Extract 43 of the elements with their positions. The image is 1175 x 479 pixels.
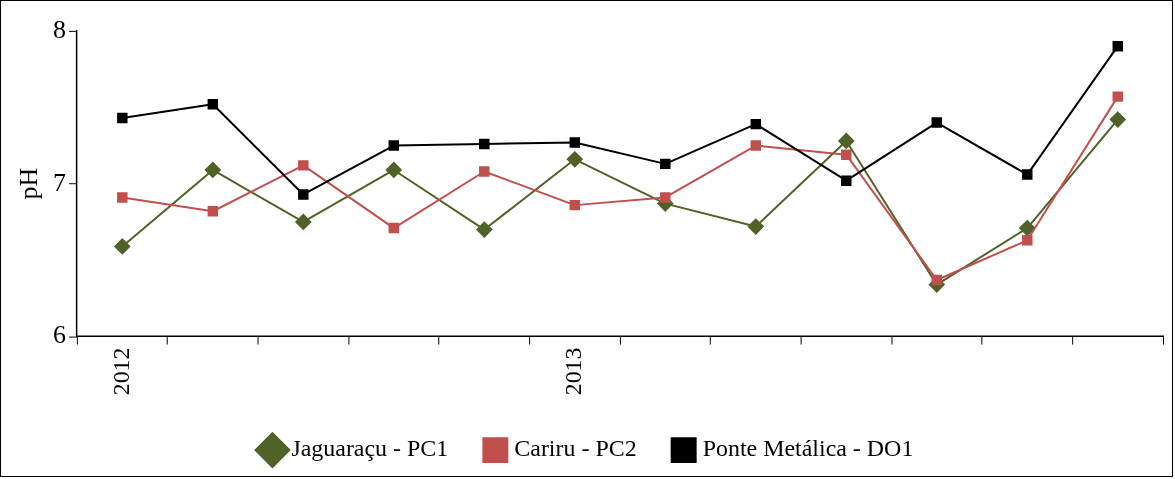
point <box>750 140 762 151</box>
point <box>931 274 943 286</box>
point <box>298 160 309 171</box>
point <box>750 118 762 130</box>
point <box>660 158 671 170</box>
y-tick-label: 8 <box>53 14 67 44</box>
point <box>1109 111 1126 128</box>
y-tick-label: 7 <box>53 167 67 197</box>
legend-label: Cariru - PC2 <box>514 435 637 462</box>
point <box>385 162 402 178</box>
point <box>1019 220 1036 237</box>
point <box>479 138 490 150</box>
point <box>566 151 583 168</box>
point <box>207 99 219 110</box>
x-tick-label: 2012 <box>107 347 134 396</box>
point <box>388 222 400 234</box>
point <box>204 162 221 178</box>
y-axis-title: pH <box>14 167 44 200</box>
point <box>1112 91 1123 102</box>
point <box>295 213 312 230</box>
y-tick-label: 6 <box>53 320 67 350</box>
point <box>569 199 581 211</box>
point <box>1022 169 1033 180</box>
point <box>207 206 219 217</box>
point <box>114 238 131 255</box>
point <box>1022 235 1033 246</box>
legend-label: Jaguaraçu - PC1 <box>291 435 449 462</box>
point <box>660 192 671 203</box>
point <box>841 149 852 160</box>
point <box>479 166 490 177</box>
x-tick-label: 2013 <box>560 347 587 396</box>
point <box>841 175 852 186</box>
point <box>388 140 400 151</box>
point <box>117 192 128 203</box>
point <box>117 112 128 124</box>
point <box>569 137 581 148</box>
point <box>1112 40 1123 52</box>
legend-label: Ponte Metálica - DO1 <box>702 435 914 462</box>
point <box>476 221 493 238</box>
point <box>298 189 309 200</box>
point <box>931 117 943 128</box>
point <box>747 218 764 235</box>
point <box>838 132 855 149</box>
